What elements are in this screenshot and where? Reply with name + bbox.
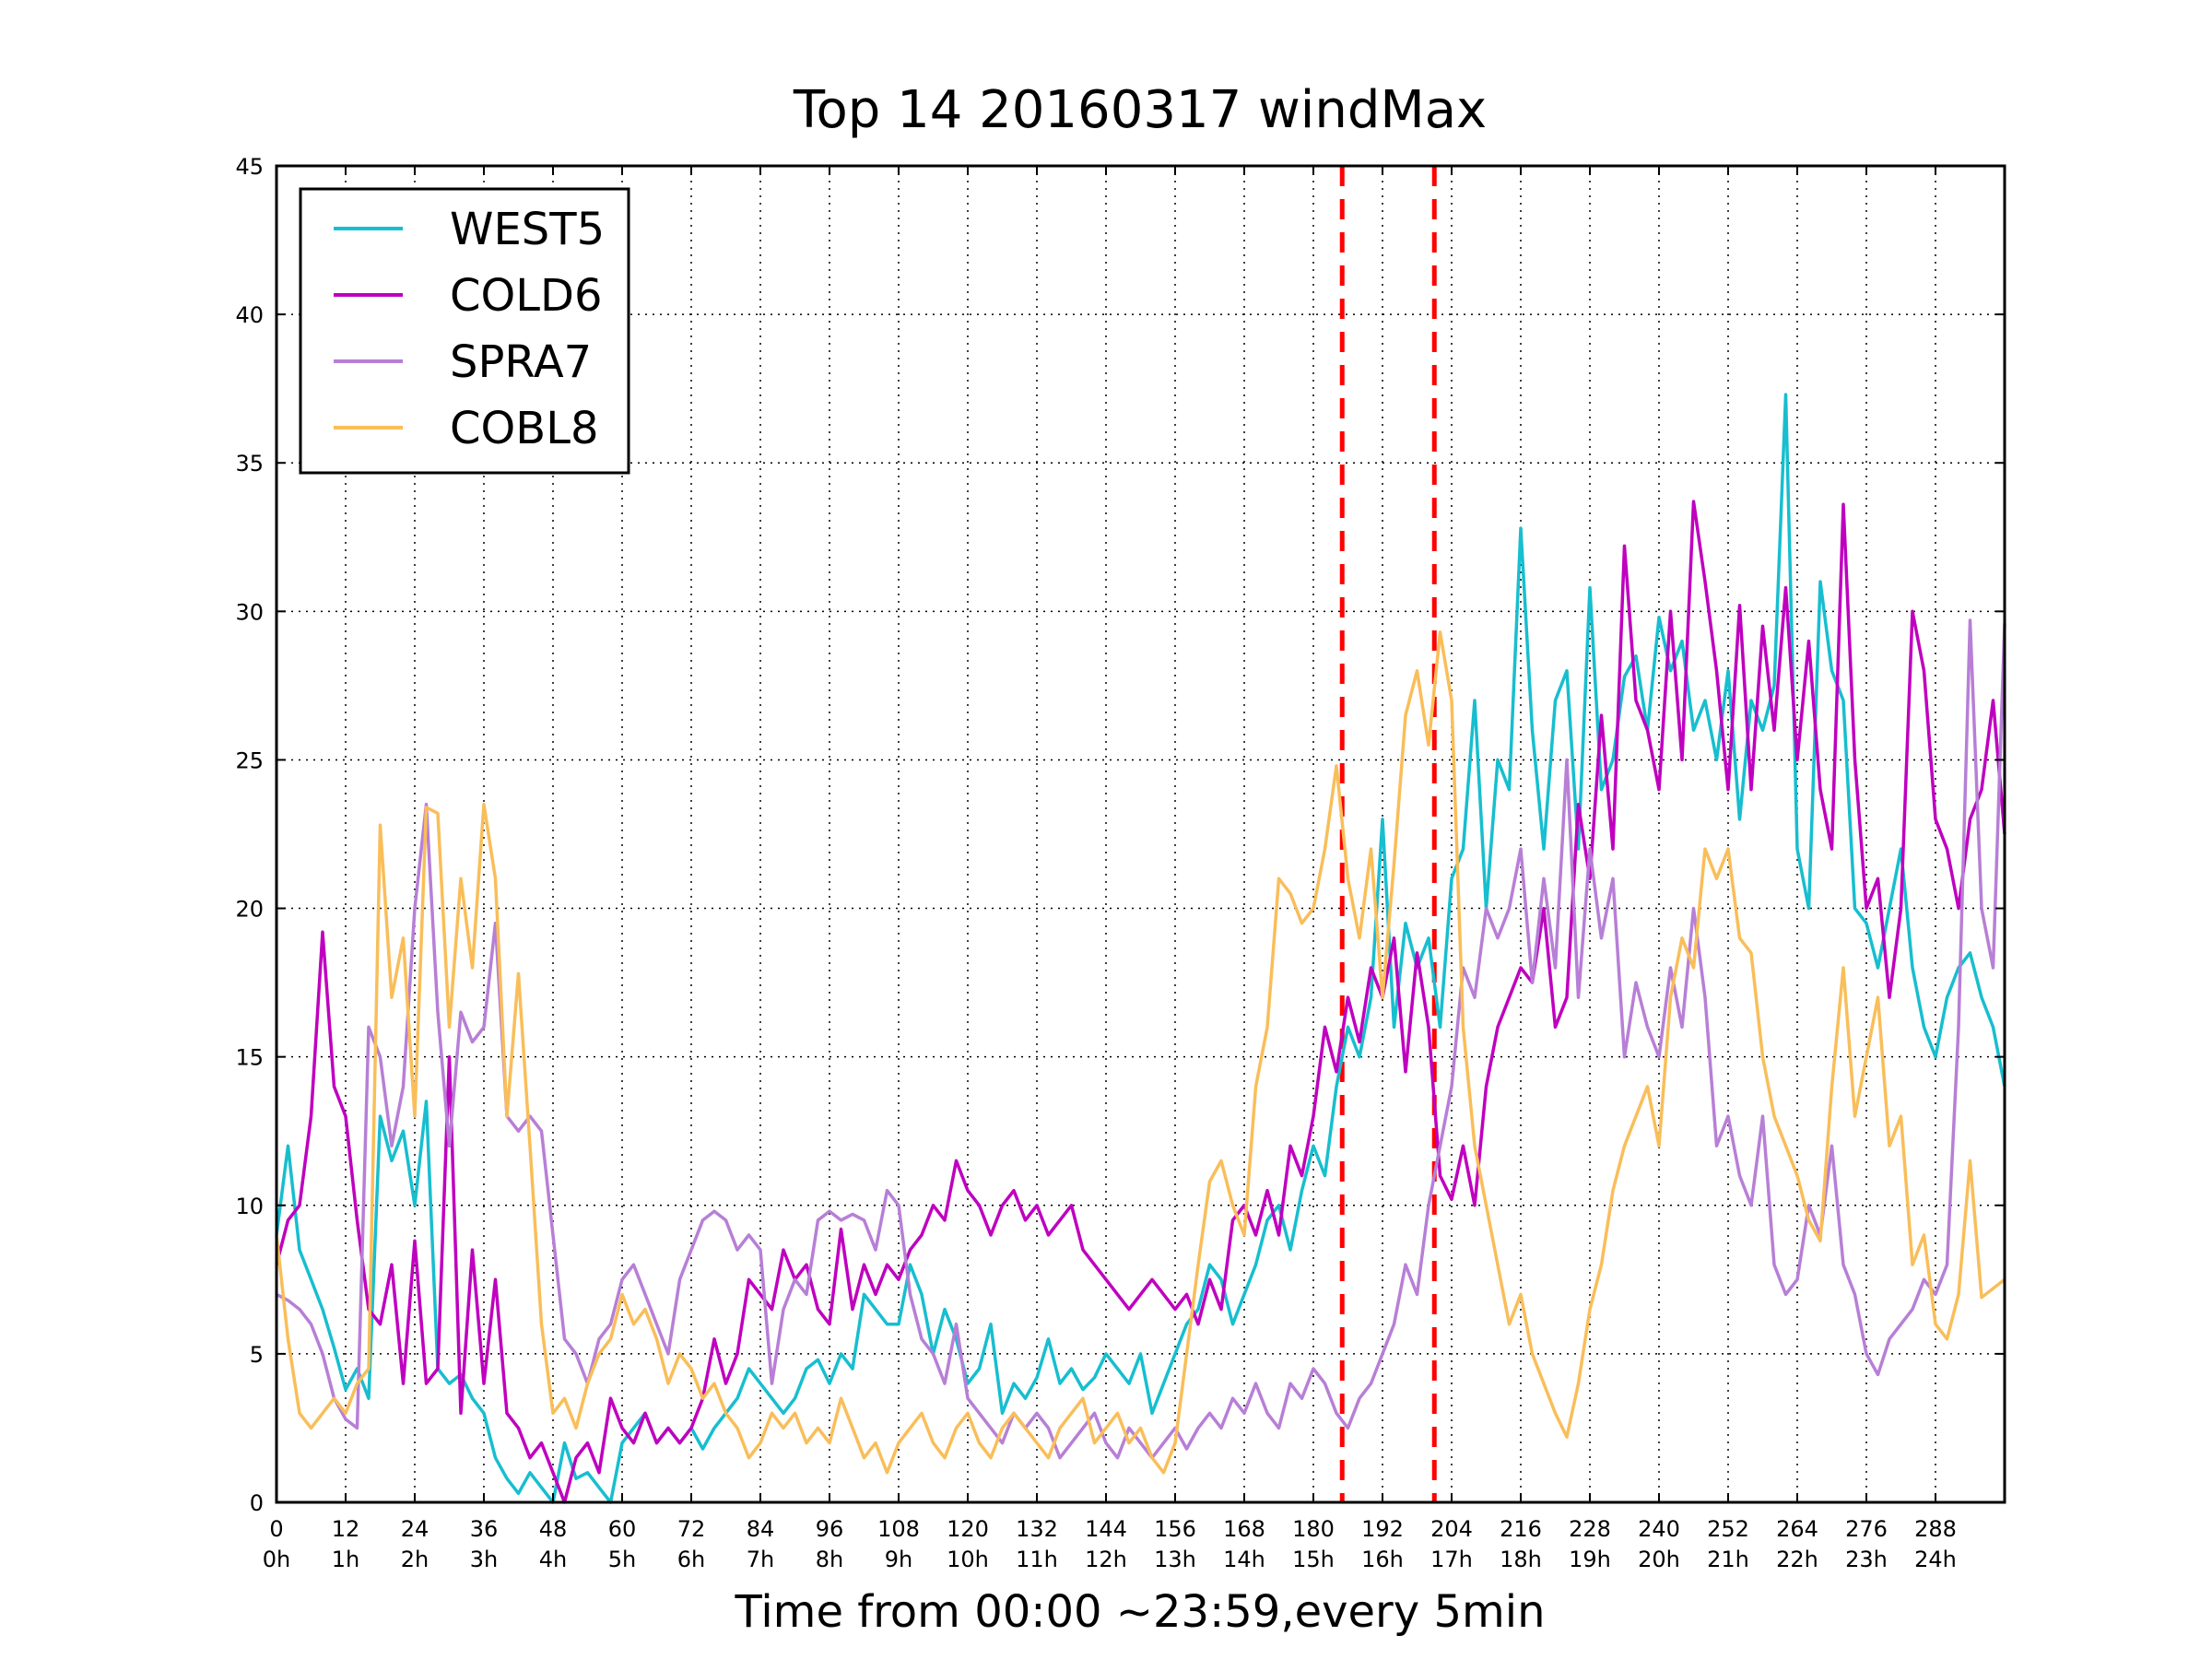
x-tick-label: 96 <box>816 1516 844 1542</box>
x-tick-label: 288 <box>1914 1516 1957 1542</box>
x-tick-hour-label: 15h <box>1292 1547 1335 1572</box>
x-tick-hour-label: 14h <box>1223 1547 1265 1572</box>
x-tick-hour-label: 7h <box>747 1547 774 1572</box>
x-tick-label: 276 <box>1845 1516 1888 1542</box>
x-tick-hour-label: 24h <box>1914 1547 1957 1572</box>
y-tick-label: 5 <box>250 1342 264 1368</box>
x-tick-hour-label: 4h <box>539 1547 567 1572</box>
axis-ticks: 0 0h 12 1h 24 2h 36 3h 48 4h 60 5h 72 6h 84 7h 96 8h 108 9h… <box>235 154 2005 1572</box>
y-tick-label: 0 <box>250 1490 264 1516</box>
x-tick-label: 84 <box>747 1516 775 1542</box>
x-tick-hour-label: 13h <box>1154 1547 1196 1572</box>
x-tick-hour-label: 12h <box>1085 1547 1127 1572</box>
x-tick-label: 120 <box>947 1516 989 1542</box>
x-tick-label: 108 <box>877 1516 920 1542</box>
y-tick-label: 40 <box>235 302 264 328</box>
y-tick-label: 25 <box>235 747 264 773</box>
y-tick-label: 45 <box>235 154 264 180</box>
x-tick-label: 72 <box>677 1516 706 1542</box>
y-tick-label: 15 <box>235 1045 264 1071</box>
x-tick-hour-label: 3h <box>470 1547 498 1572</box>
x-tick-hour-label: 22h <box>1776 1547 1818 1572</box>
x-tick-label: 48 <box>539 1516 568 1542</box>
x-tick-label: 12 <box>332 1516 360 1542</box>
series-line-west5 <box>275 393 2006 1504</box>
x-tick-hour-label: 6h <box>677 1547 705 1572</box>
x-tick-label: 168 <box>1223 1516 1265 1542</box>
legend: WEST5 COLD6 SPRA7 COBL8 <box>299 187 630 475</box>
series-line-spra7 <box>276 618 2006 1460</box>
x-tick-label: 144 <box>1085 1516 1127 1542</box>
x-tick-hour-label: 16h <box>1361 1547 1404 1572</box>
x-tick-hour-label: 21h <box>1707 1547 1749 1572</box>
x-tick-hour-label: 10h <box>947 1547 989 1572</box>
series-line-cobl8 <box>275 630 2006 1475</box>
legend-label-west5: WEST5 <box>450 204 605 255</box>
chart-title: Top 14 20160317 windMax <box>793 80 1487 140</box>
x-tick-label: 180 <box>1292 1516 1335 1542</box>
x-tick-label: 216 <box>1500 1516 1542 1542</box>
x-tick-hour-label: 0h <box>263 1547 290 1572</box>
x-tick-hour-label: 2h <box>401 1547 429 1572</box>
y-tick-label: 20 <box>235 897 264 923</box>
y-tick-label: 35 <box>235 451 264 477</box>
x-tick-hour-label: 17h <box>1430 1547 1473 1572</box>
legend-label-spra7: SPRA7 <box>450 336 592 388</box>
legend-label-cold6: COLD6 <box>450 270 603 322</box>
x-tick-hour-label: 9h <box>885 1547 912 1572</box>
x-tick-label: 24 <box>401 1516 429 1542</box>
y-tick-label: 10 <box>235 1194 264 1219</box>
x-tick-label: 132 <box>1016 1516 1058 1542</box>
x-tick-label: 252 <box>1707 1516 1749 1542</box>
plot-frame <box>275 164 2006 1504</box>
x-tick-label: 228 <box>1569 1516 1611 1542</box>
x-tick-label: 240 <box>1638 1516 1680 1542</box>
x-tick-label: 264 <box>1776 1516 1818 1542</box>
x-tick-hour-label: 18h <box>1500 1547 1542 1572</box>
x-tick-label: 192 <box>1361 1516 1404 1542</box>
legend-label-cobl8: COBL8 <box>450 403 599 454</box>
x-tick-label: 204 <box>1430 1516 1473 1542</box>
x-tick-label: 60 <box>608 1516 637 1542</box>
x-tick-hour-label: 20h <box>1638 1547 1680 1572</box>
x-tick-label: 156 <box>1154 1516 1196 1542</box>
x-tick-hour-label: 11h <box>1016 1547 1058 1572</box>
x-tick-hour-label: 5h <box>608 1547 636 1572</box>
y-tick-label: 30 <box>235 599 264 625</box>
x-tick-hour-label: 19h <box>1569 1547 1611 1572</box>
legend-frame <box>299 187 630 475</box>
x-tick-hour-label: 1h <box>332 1547 359 1572</box>
x-tick-label: 0 <box>269 1516 283 1542</box>
x-tick-label: 36 <box>470 1516 499 1542</box>
x-tick-hour-label: 23h <box>1845 1547 1888 1572</box>
x-axis-label: Time from 00:00 ~23:59,every 5min <box>735 1586 1546 1638</box>
x-tick-hour-label: 8h <box>816 1547 843 1572</box>
